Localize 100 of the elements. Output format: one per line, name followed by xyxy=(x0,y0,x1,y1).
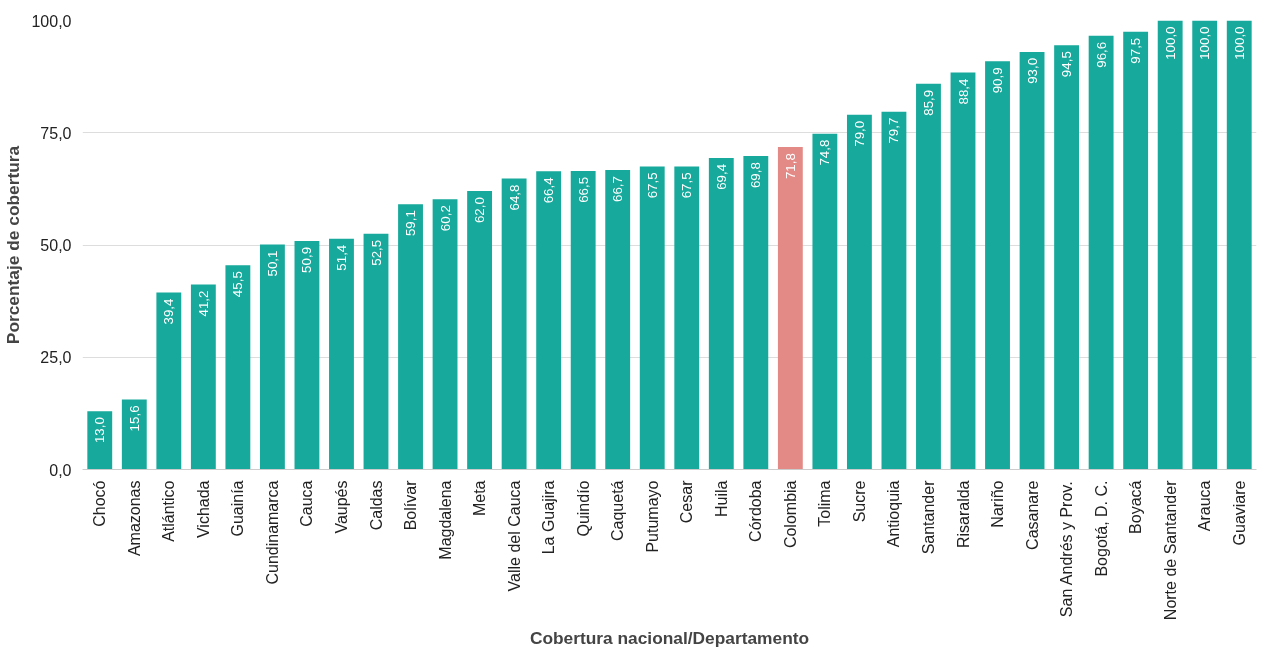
x-tick-label: Casanare xyxy=(1023,480,1041,550)
x-tick-label: Valle del Cauca xyxy=(505,480,523,592)
bar xyxy=(846,114,872,470)
x-tick-label: Risaralda xyxy=(954,480,972,549)
y-tick-label: 25,0 xyxy=(40,349,72,367)
x-tick-label: Arauca xyxy=(1196,480,1214,532)
data-label: 60,2 xyxy=(437,205,453,232)
x-tick-label: La Guajira xyxy=(540,480,558,555)
data-label: 74,8 xyxy=(817,139,833,166)
data-label: 39,4 xyxy=(161,298,177,325)
x-tick-label: Meta xyxy=(471,480,489,517)
x-tick-label: Chocó xyxy=(91,480,109,527)
y-tick-label: 0,0 xyxy=(49,461,72,479)
data-label: 66,5 xyxy=(575,176,591,203)
data-label: 96,6 xyxy=(1093,41,1109,68)
bar xyxy=(156,292,182,470)
y-tick-label: 50,0 xyxy=(40,237,72,254)
bar xyxy=(398,204,423,470)
bar xyxy=(1192,20,1218,470)
bar xyxy=(363,233,389,470)
x-tick-label: Cauca xyxy=(298,480,316,527)
data-label: 50,9 xyxy=(299,246,315,273)
data-label: 100,0 xyxy=(1197,26,1213,60)
y-axis-title: Porcentaje de cobertura xyxy=(3,145,24,345)
bar xyxy=(501,178,527,470)
y-tick-label: 100,0 xyxy=(31,12,72,30)
x-tick-label: Córdoba xyxy=(747,480,765,542)
bar xyxy=(639,166,665,470)
data-label: 66,4 xyxy=(541,176,557,204)
bar xyxy=(87,411,113,470)
x-tick-label: Amazonas xyxy=(125,480,143,557)
x-tick-label: Quindío xyxy=(574,480,592,537)
bar xyxy=(674,166,700,470)
x-tick-label: Vaupés xyxy=(332,480,350,534)
data-label: 71,8 xyxy=(782,153,798,180)
bar xyxy=(708,157,734,470)
bar xyxy=(743,156,769,470)
x-tick-label: Guaviare xyxy=(1230,480,1248,546)
data-label: 85,9 xyxy=(920,89,936,116)
data-label: 64,8 xyxy=(506,184,522,211)
x-tick-label: Santander xyxy=(919,479,937,555)
bar xyxy=(467,191,493,470)
x-tick-label: Norte de Santander xyxy=(1161,479,1179,621)
bar xyxy=(777,147,803,470)
data-label: 50,1 xyxy=(264,250,280,277)
data-label: 51,4 xyxy=(333,244,349,271)
data-label: 97,5 xyxy=(1128,37,1144,64)
data-label: 52,5 xyxy=(368,239,384,266)
x-axis-title: Cobertura nacional/Departamento xyxy=(529,628,810,649)
x-tick-label: Huila xyxy=(712,480,730,517)
x-tick-label: Caquetá xyxy=(609,480,627,541)
x-tick-label: Cundinamarca xyxy=(263,480,281,585)
x-tick-label: Tolima xyxy=(816,480,834,527)
bar xyxy=(1088,35,1114,470)
x-tick-label: Colombia xyxy=(781,480,799,549)
y-tick-label: 75,0 xyxy=(40,124,72,142)
x-tick-label: Bolívar xyxy=(402,479,420,531)
data-label: 79,7 xyxy=(886,117,902,144)
bar xyxy=(812,133,838,470)
bar xyxy=(916,83,941,470)
bar xyxy=(294,240,320,470)
bar xyxy=(225,265,251,470)
x-tick-label: Cesar xyxy=(678,479,696,524)
x-tick-label: Atlántico xyxy=(160,480,178,542)
bar xyxy=(121,399,147,470)
x-tick-label: Bogotá, D. C. xyxy=(1092,480,1110,577)
data-label: 100,0 xyxy=(1231,26,1247,60)
bar xyxy=(1157,20,1183,470)
bar xyxy=(329,238,354,470)
x-tick-label: Caldas xyxy=(367,480,385,531)
bar xyxy=(190,284,216,470)
data-label: 41,2 xyxy=(195,290,211,317)
data-label: 94,5 xyxy=(1059,51,1075,78)
bar xyxy=(432,199,458,470)
data-label: 79,0 xyxy=(851,120,867,147)
bar xyxy=(881,111,907,470)
data-label: 15,6 xyxy=(126,405,142,432)
bar xyxy=(950,72,976,470)
data-label: 67,5 xyxy=(679,172,695,199)
x-tick-label: Vichada xyxy=(194,480,212,539)
bar xyxy=(259,244,285,470)
x-tick-label: Boyacá xyxy=(1127,480,1145,534)
data-label: 45,5 xyxy=(230,271,246,298)
data-label: 62,0 xyxy=(472,197,488,224)
x-tick-label: Magdalena xyxy=(436,480,454,560)
x-tick-label: Putumayo xyxy=(643,480,661,553)
data-label: 59,1 xyxy=(403,210,419,237)
data-label: 100,0 xyxy=(1162,26,1178,60)
x-tick-label: Antioquia xyxy=(885,480,903,548)
data-label: 69,4 xyxy=(713,163,729,190)
bar xyxy=(536,171,562,470)
bar xyxy=(1226,20,1252,470)
bar xyxy=(605,170,631,470)
bar xyxy=(1019,51,1045,470)
x-tick-label: San Andrés y Prov. xyxy=(1058,481,1076,618)
bar xyxy=(985,61,1010,470)
bar xyxy=(570,170,596,470)
data-label: 66,7 xyxy=(610,176,626,202)
data-label: 90,9 xyxy=(990,67,1006,94)
bar xyxy=(1123,31,1149,470)
